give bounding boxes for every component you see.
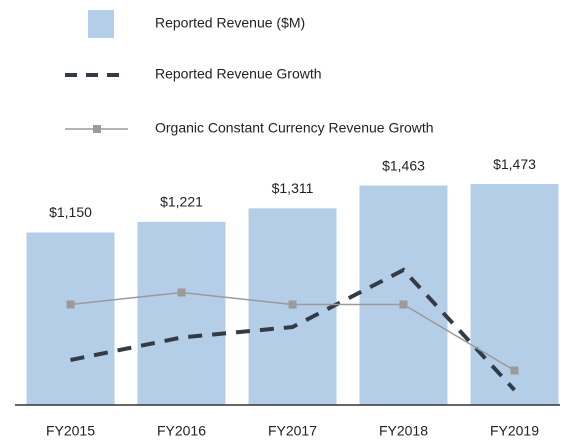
line-marker [177,288,186,297]
legend-label: Reported Revenue Growth [155,66,322,82]
value-label: $1,463 [382,157,425,173]
growth-line [70,267,516,392]
bar [137,221,226,405]
bar [26,232,115,405]
x-tick-label: FY2017 [268,423,317,439]
x-tick-label: FY2016 [157,423,206,439]
line-marker [510,366,519,375]
legend-label: Organic Constant Currency Revenue Growth [155,120,434,136]
line-marker [399,300,408,309]
legend-label: Reported Revenue ($M) [155,15,305,31]
x-tick-label: FY2015 [46,423,95,439]
value-label: $1,150 [49,204,92,220]
x-tick-label: FY2019 [490,423,539,439]
bar [359,185,448,405]
legend-marker [93,125,101,133]
line-marker [288,300,297,309]
line-marker [66,300,75,309]
value-label: $1,311 [272,180,314,196]
legend-swatch [88,10,114,38]
x-tick-label: FY2018 [379,423,428,439]
value-label: $1,221 [160,194,203,210]
value-label: $1,473 [493,156,536,172]
